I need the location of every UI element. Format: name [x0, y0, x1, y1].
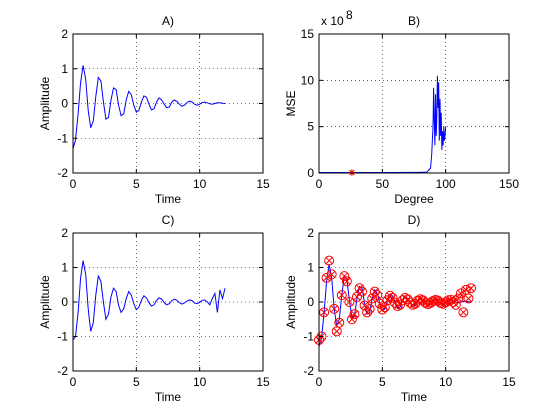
y-tick-label: 2: [61, 27, 68, 41]
series-line-0: [72, 260, 226, 341]
chart-title: C): [162, 213, 175, 227]
y-tick-label: 5: [307, 120, 314, 134]
data-point: [321, 272, 332, 283]
x-tick-label: 150: [499, 177, 519, 191]
y-axis-label: Amplitude: [284, 275, 298, 329]
data-point: [463, 293, 474, 304]
data-point: [319, 307, 330, 318]
axes-background: [73, 34, 263, 173]
chart-title: A): [162, 14, 174, 28]
y-tick-label: -2: [303, 364, 314, 378]
chart-title: B): [408, 14, 420, 28]
y-tick-label: 1: [61, 62, 68, 76]
data-point: [334, 317, 345, 328]
x-tick-label: 5: [133, 375, 140, 389]
x-tick-label: 0: [316, 177, 323, 191]
x-tick-label: 0: [70, 177, 77, 191]
axes-frame: [318, 33, 510, 174]
data-point: [339, 271, 350, 282]
data-point: [453, 293, 464, 304]
x-tick-label: 50: [376, 177, 390, 191]
data-point: [336, 290, 347, 301]
y-tick-label: 10: [301, 73, 315, 87]
y-tick-label: 0: [61, 295, 68, 309]
y-axis-label: MSE: [284, 90, 298, 116]
axes-background: [73, 233, 263, 371]
y-tick-label: 0: [307, 166, 314, 180]
y-tick-label: 1: [307, 261, 314, 275]
x-axis-label: Time: [401, 390, 428, 404]
y-tick-label: -1: [57, 330, 68, 344]
y-tick-label: -2: [57, 166, 68, 180]
data-point: [344, 297, 355, 307]
panel-a: 0 5 10 15 -2 -1 0 1 2 A) Time Amplitude: [38, 14, 270, 206]
y-tick-label: 15: [301, 27, 315, 41]
y-axis-label: Amplitude: [38, 275, 52, 329]
y-tick-label: -1: [303, 330, 314, 344]
data-point: [349, 309, 360, 320]
x-axis-label: Time: [155, 192, 182, 206]
data-point: [357, 286, 368, 297]
x-tick-label: 15: [502, 375, 516, 389]
axes-background: [319, 34, 509, 173]
y-axis-label: Amplitude: [38, 77, 52, 131]
panel-c: 0 5 10 15 -2 -1 0 1 2 C) Time Amplitude: [38, 213, 270, 404]
panel-d: 0 5 10 15 -2 -1 0 1 2 D) Time Amplitude: [284, 213, 516, 404]
x-tick-label: 10: [439, 375, 453, 389]
x-tick-label: 5: [133, 177, 140, 191]
x-tick-label: 10: [193, 177, 207, 191]
x-tick-label: 15: [256, 375, 270, 389]
data-point: [455, 288, 466, 299]
data-point: [341, 276, 352, 287]
x-tick-label: 100: [436, 177, 456, 191]
panel-b: 0 50 100 150 0 5 10 15 B) Degree MSE x 10 8: [284, 8, 519, 206]
data-point: [387, 292, 398, 303]
y-tick-label: 0: [61, 97, 68, 111]
x-axis-label: Time: [155, 390, 182, 404]
x-axis-label: Degree: [394, 192, 434, 206]
data-point: [364, 303, 375, 314]
y-tick-label: -1: [57, 131, 68, 145]
data-point: [346, 314, 357, 325]
axis-scale-label: x 10: [321, 14, 344, 28]
chart-title: D): [408, 213, 421, 227]
y-tick-label: 2: [307, 226, 314, 240]
x-tick-label: 5: [379, 375, 386, 389]
data-point: [466, 283, 476, 294]
data-point: [326, 269, 337, 280]
y-tick-label: -2: [57, 364, 68, 378]
x-tick-label: 0: [316, 375, 323, 389]
x-tick-label: 0: [70, 375, 77, 389]
axis-scale-exponent: 8: [346, 8, 353, 22]
y-tick-label: 1: [61, 261, 68, 275]
data-point: [324, 255, 335, 266]
marker-series-0: [314, 255, 476, 345]
series-line-0: [72, 65, 226, 149]
data-point: [458, 307, 469, 318]
y-tick-label: 2: [61, 226, 68, 240]
y-tick-label: 0: [307, 295, 314, 309]
x-tick-label: 10: [193, 375, 207, 389]
data-point: [329, 303, 340, 314]
x-tick-label: 15: [256, 177, 270, 191]
